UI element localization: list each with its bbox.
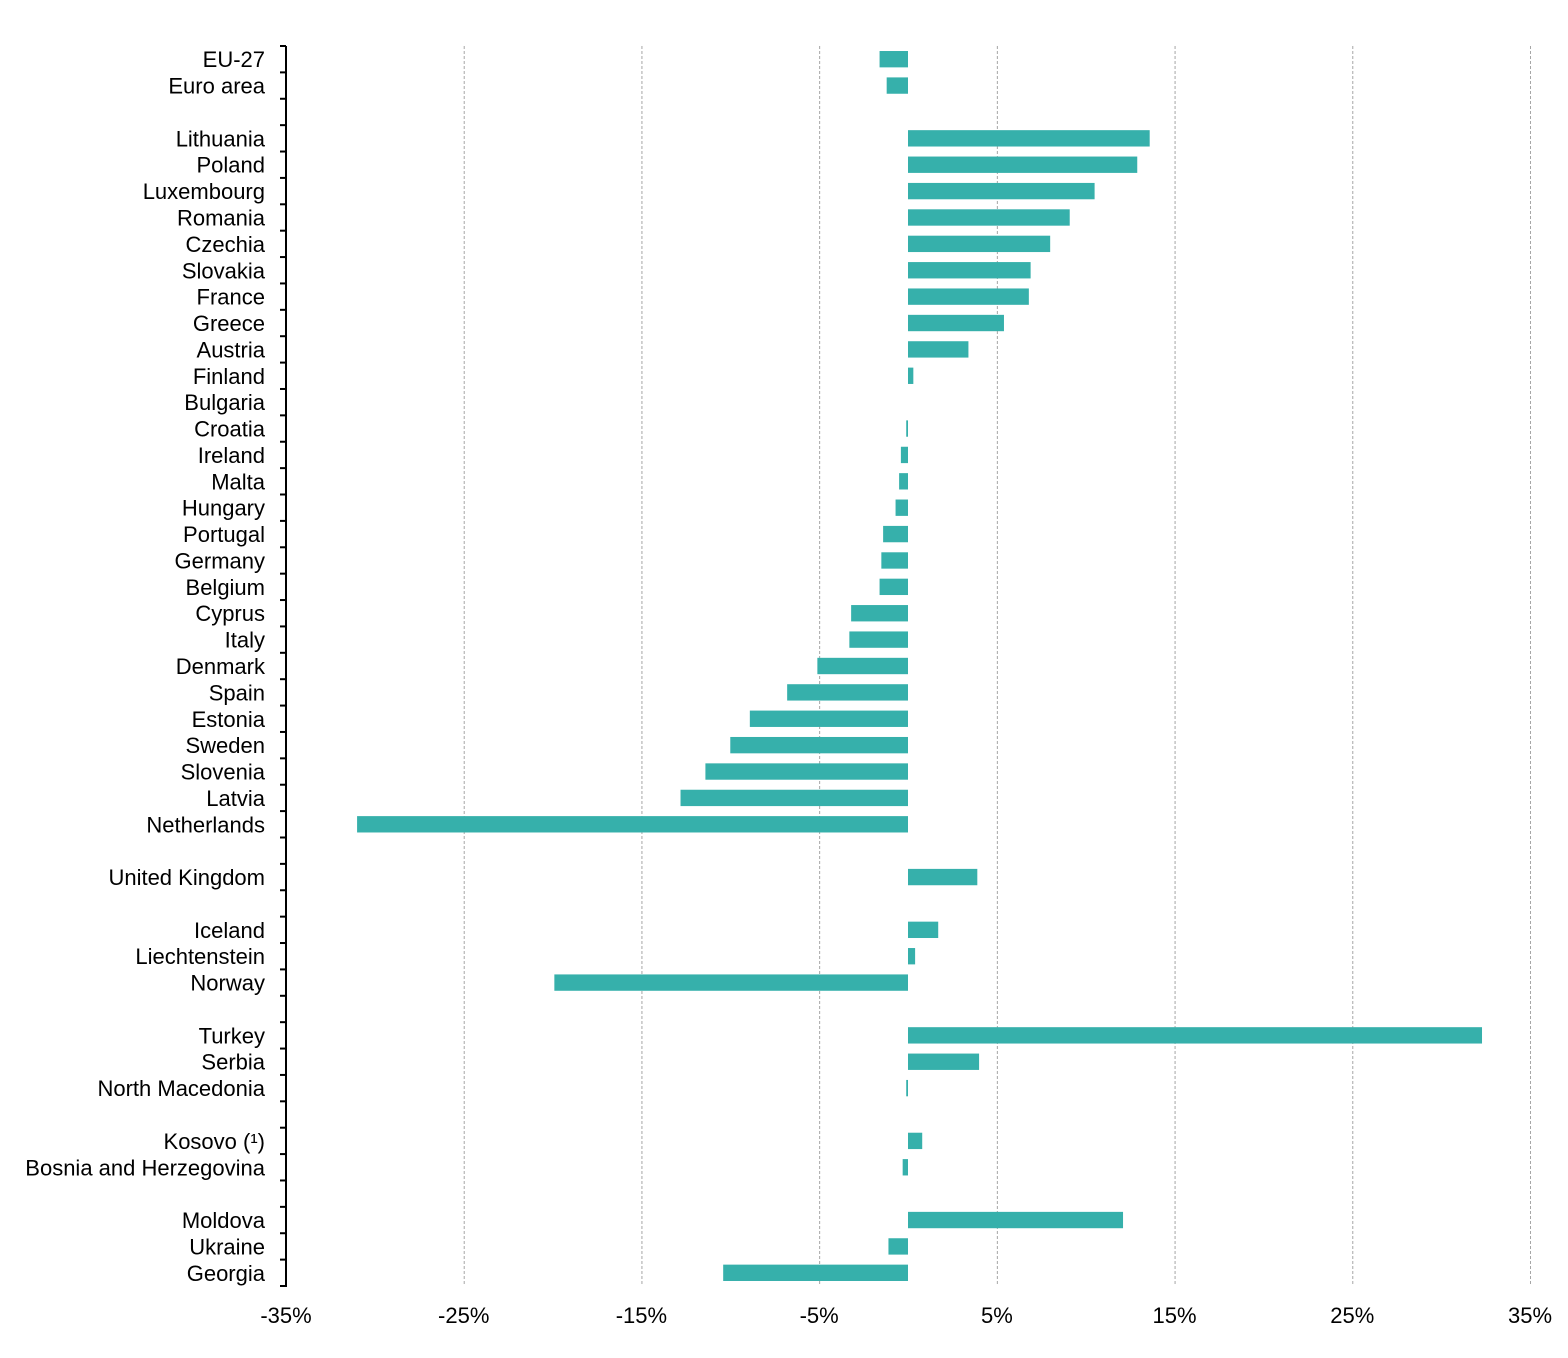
bar-slovenia xyxy=(705,763,908,780)
category-label: Luxembourg xyxy=(143,179,265,204)
category-label: Greece xyxy=(193,311,265,336)
bar-spain xyxy=(787,684,908,701)
category-label: Hungary xyxy=(182,496,265,521)
category-label: Croatia xyxy=(194,417,266,442)
category-label: Sweden xyxy=(185,733,265,758)
category-axis xyxy=(280,45,287,1287)
category-label: Turkey xyxy=(199,1023,265,1048)
bar-euro-area xyxy=(886,77,908,94)
bar-kosovo xyxy=(908,1132,923,1150)
bar-turkey xyxy=(908,1027,1483,1044)
bar-finland xyxy=(908,367,914,384)
bar-norway xyxy=(554,974,908,991)
bar-iceland xyxy=(908,921,939,939)
bar-belgium xyxy=(879,578,908,596)
bar-portugal xyxy=(883,525,908,543)
category-label: Lithuania xyxy=(176,126,266,151)
category-label: Netherlands xyxy=(146,812,265,837)
x-tick-label: 5% xyxy=(981,1303,1013,1328)
category-label: Slovenia xyxy=(181,760,266,785)
bar-malta xyxy=(899,473,908,490)
bar-moldova xyxy=(908,1211,1124,1229)
category-label: Italy xyxy=(225,628,265,653)
bar-cyprus xyxy=(851,605,908,622)
category-label: Denmark xyxy=(176,654,266,679)
category-label: North Macedonia xyxy=(97,1076,265,1101)
bar-bosnia-and-herzegovina xyxy=(902,1159,908,1176)
bar-estonia xyxy=(749,710,908,727)
category-label: Ireland xyxy=(198,443,265,468)
category-label: Bulgaria xyxy=(184,390,265,415)
x-tick-label: 35% xyxy=(1508,1303,1552,1328)
bar-serbia xyxy=(908,1053,980,1070)
bar-lithuania xyxy=(908,130,1150,147)
category-label: Latvia xyxy=(206,786,265,811)
category-label: Moldova xyxy=(182,1208,266,1233)
bar-czechia xyxy=(908,235,1051,253)
bar-georgia xyxy=(723,1264,908,1281)
bars xyxy=(357,51,1483,1281)
bar-netherlands xyxy=(357,816,909,833)
category-label: Iceland xyxy=(194,918,265,943)
category-label: Spain xyxy=(209,680,265,705)
category-label: Germany xyxy=(175,548,265,573)
category-label: France xyxy=(197,285,265,310)
bar-hungary xyxy=(895,499,908,516)
bar-germany xyxy=(881,552,908,569)
bar-romania xyxy=(908,209,1070,226)
category-label: EU-27 xyxy=(203,47,265,72)
bar-austria xyxy=(908,341,969,358)
category-label: Euro area xyxy=(168,74,265,99)
category-label: Estonia xyxy=(192,707,266,732)
category-label: Czechia xyxy=(186,232,266,257)
category-label: Liechtenstein xyxy=(135,944,265,969)
x-tick-label: -35% xyxy=(260,1303,311,1328)
x-tick-label: -25% xyxy=(438,1303,489,1328)
x-tick-label: 15% xyxy=(1153,1303,1197,1328)
category-label: Slovakia xyxy=(182,258,266,283)
bar-luxembourg xyxy=(908,182,1095,200)
category-label: Serbia xyxy=(201,1050,265,1075)
category-label: Malta xyxy=(211,469,266,494)
category-label: Cyprus xyxy=(195,601,265,626)
bar-latvia xyxy=(680,789,908,807)
category-label: Romania xyxy=(177,205,266,230)
x-tick-label: -5% xyxy=(800,1303,839,1328)
bar-denmark xyxy=(817,657,908,675)
bar-sweden xyxy=(730,736,908,754)
category-label: Norway xyxy=(190,971,265,996)
bar-united-kingdom xyxy=(908,868,978,886)
category-label: Austria xyxy=(197,337,266,362)
bar-ireland xyxy=(900,446,908,464)
bar-france xyxy=(908,288,1029,305)
bar-liechtenstein xyxy=(908,948,916,965)
x-axis-tick-labels: -35% -25% -15% -5% 5% 15% 25% 35% xyxy=(260,1303,1552,1328)
x-tick-label: -15% xyxy=(616,1303,667,1328)
bar-poland xyxy=(908,156,1138,173)
bar-croatia xyxy=(906,420,908,437)
category-label: Belgium xyxy=(186,575,265,600)
bar-italy xyxy=(849,631,908,648)
category-label: Portugal xyxy=(183,522,265,547)
bar-eu-27 xyxy=(879,51,908,68)
bar-north-macedonia xyxy=(906,1079,908,1097)
bar-greece xyxy=(908,314,1004,332)
category-label: United Kingdom xyxy=(108,865,265,890)
x-tick-label: 25% xyxy=(1330,1303,1374,1328)
category-label: Ukraine xyxy=(189,1234,265,1259)
bar-ukraine xyxy=(888,1238,908,1255)
category-label: Poland xyxy=(196,153,265,178)
category-label: Bosnia and Herzegovina xyxy=(25,1155,265,1180)
gridlines xyxy=(463,46,1531,1286)
category-label: Georgia xyxy=(187,1261,266,1286)
bar-slovakia xyxy=(908,262,1031,279)
category-label: Finland xyxy=(193,364,265,389)
category-label: Kosovo (¹) xyxy=(164,1129,265,1154)
